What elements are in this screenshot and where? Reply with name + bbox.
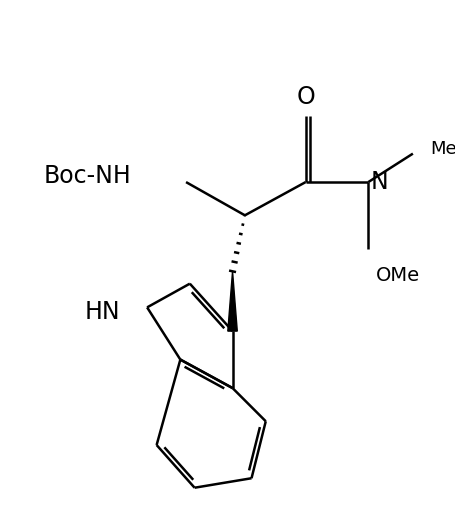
Text: OMe: OMe: [375, 266, 419, 285]
Polygon shape: [228, 271, 237, 331]
Text: HN: HN: [85, 300, 120, 324]
Text: Me: Me: [429, 140, 455, 158]
Text: N: N: [369, 170, 387, 194]
Text: O: O: [296, 85, 314, 109]
Text: Boc-NH: Boc-NH: [43, 164, 131, 188]
